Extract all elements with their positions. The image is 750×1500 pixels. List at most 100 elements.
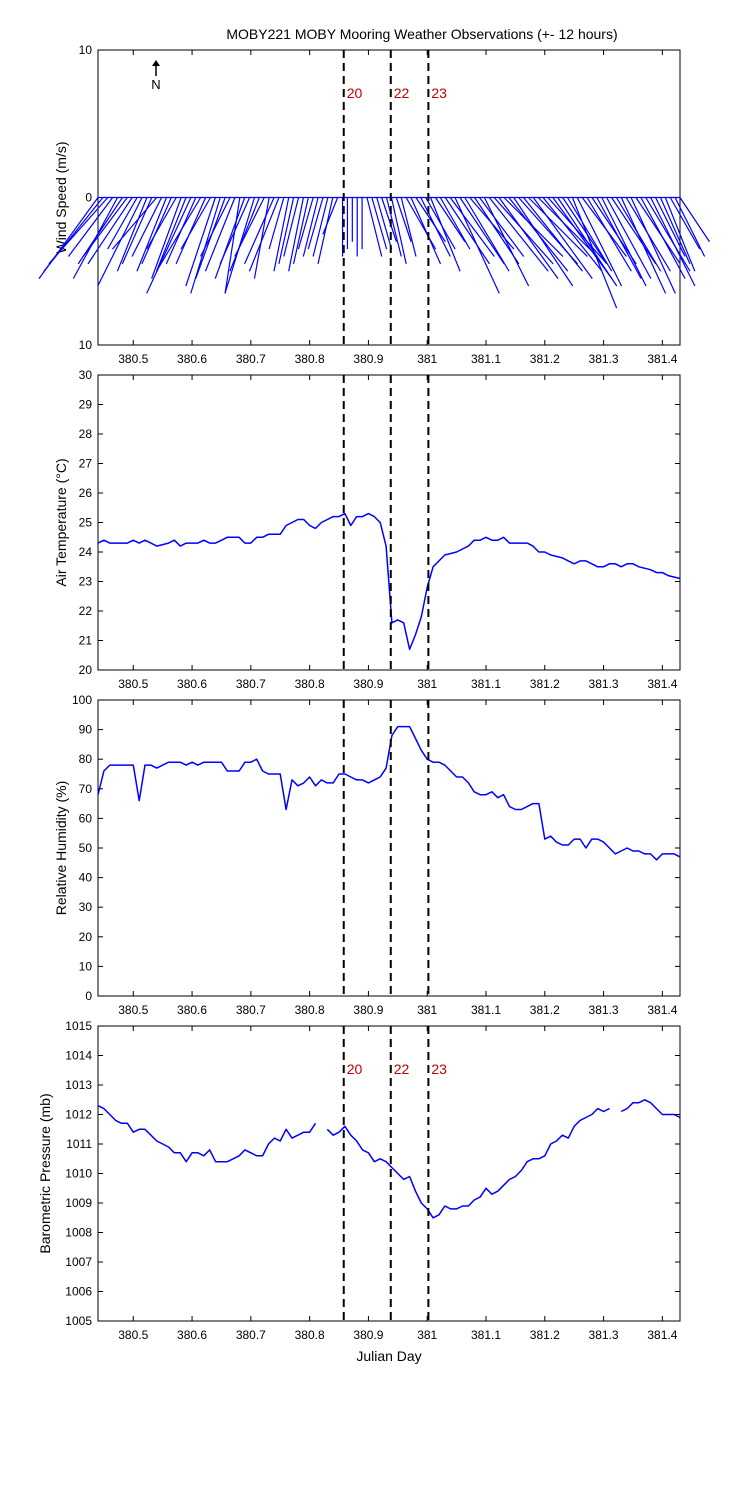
wind-vector [366,197,383,257]
wind-vector [513,197,574,287]
wind-event-label: 23 [431,85,447,101]
wind-vector [650,197,696,287]
pressure-axes-box [97,1025,681,1322]
wind-vector [248,197,280,272]
air_temp-xtick-label: 380.6 [177,677,207,691]
humidity-xtick-label: 380.5 [118,1003,148,1017]
wind-vector [483,197,530,287]
pressure-xtick-label: 381.3 [589,1328,619,1342]
wind-vector [253,197,270,279]
air_temp-ytick-label: 22 [79,604,93,618]
air_temp-xtick-label: 380.9 [353,677,383,691]
wind-vector [459,197,505,265]
wind-vector [532,197,593,279]
wind-vector [400,197,417,257]
panel-air_temp: 380.5 380.6 380.7 380.8 380.9 381 381.1 381.2 38… [53,368,681,691]
pressure-xtick-label: 381 [417,1328,437,1342]
wind-xtick-label: 381.4 [647,352,677,366]
wind-vector [371,197,388,250]
air_temp-ytick-label: 23 [79,575,93,589]
wind-vector [390,197,407,265]
wind-vector [273,197,290,272]
panel-humidity: 380.5 380.6 380.7 380.8 380.9 381 381.1 381.2 38… [53,693,681,1017]
humidity-ytick-label: 0 [85,989,92,1003]
pressure-xtick-label: 380.6 [177,1328,207,1342]
humidity-ytick-label: 10 [79,959,93,973]
air_temp-ytick-label: 29 [79,398,93,412]
air_temp-xtick-label: 381.4 [647,677,677,691]
air_temp-series-line [97,512,681,651]
pressure-xtick-label: 381.2 [530,1328,560,1342]
wind-vector [444,197,490,265]
wind-event-label: 20 [347,85,363,101]
humidity-ytick-label: 50 [79,841,93,855]
wind-vector [185,197,216,287]
figure-title: MOBY221 MOBY Mooring Weather Observation… [226,26,617,42]
wind-xtick-label: 380.9 [353,352,383,366]
air_temp-ylabel: Air Temperature (°C) [53,458,69,586]
wind-vector [312,197,329,257]
wind-vector [635,197,681,265]
pressure-ytick-label: 1009 [65,1196,92,1210]
wind-ytick-label: 10 [79,338,93,352]
wind-vector [611,197,657,265]
wind-vector [415,197,446,243]
wind-vector [454,197,500,294]
wind-vector [527,197,588,257]
wind-vector [596,197,642,279]
panel-pressure: 380.5 380.6 380.7 380.8 380.9 381 381.1 381.2 38… [37,1019,681,1364]
wind-vector [87,197,133,265]
wind-ytick-label: 0 [85,191,92,205]
wind-vector [488,197,549,272]
wind-vector [664,197,696,272]
pressure-ytick-label: 1014 [65,1049,92,1063]
wind-vector [288,197,305,272]
wind-vector [297,197,314,250]
wind-vector [537,197,598,257]
pressure-xtick-label: 381.1 [471,1328,501,1342]
wind-vector [155,197,187,272]
humidity-xtick-label: 381.3 [589,1003,619,1017]
wind-vector [136,197,168,272]
wind-vector [449,197,495,257]
humidity-xtick-label: 381 [417,1003,437,1017]
pressure-series-line [620,1099,681,1119]
air_temp-xtick-label: 380.5 [118,677,148,691]
wind-vector [224,197,241,294]
wind-vector [82,197,128,257]
wind-vector [200,197,231,257]
air_temp-ytick-label: 28 [79,427,93,441]
wind-vector [464,197,510,272]
wind-vector [107,197,138,250]
wind-vector [606,197,652,279]
north-arrowhead-icon [152,60,160,66]
wind-vector [640,197,686,279]
wind-vector [146,197,177,250]
air_temp-xtick-label: 381 [417,677,437,691]
wind-vector [571,197,618,309]
chart-panels: 380.5 380.6 380.7 380.8 380.9 381 381.1 381.2 38… [37,43,710,1364]
humidity-ytick-label: 70 [79,782,93,796]
wind-ytick-label: 10 [79,43,93,57]
wind-vector [669,197,701,250]
wind-vector [478,197,525,257]
air_temp-ytick-label: 27 [79,457,93,471]
pressure-ytick-label: 1006 [65,1285,92,1299]
wind-vector [278,197,295,265]
humidity-ytick-label: 30 [79,900,93,914]
wind-vector [219,197,251,265]
wind-event-label: 22 [394,85,410,101]
humidity-ylabel: Relative Humidity (%) [53,781,69,916]
pressure-event-label: 22 [394,1061,410,1077]
air_temp-ytick-label: 20 [79,663,93,677]
air_temp-axes-box [97,374,681,671]
wind-vector [601,197,647,287]
wind-vector [307,197,324,250]
wind-vector [498,197,559,279]
wind-xtick-label: 381.2 [530,352,560,366]
humidity-xtick-label: 381.1 [471,1003,501,1017]
wind-vector [586,197,632,272]
humidity-xtick-label: 380.7 [236,1003,266,1017]
pressure-series-line [97,1105,317,1163]
